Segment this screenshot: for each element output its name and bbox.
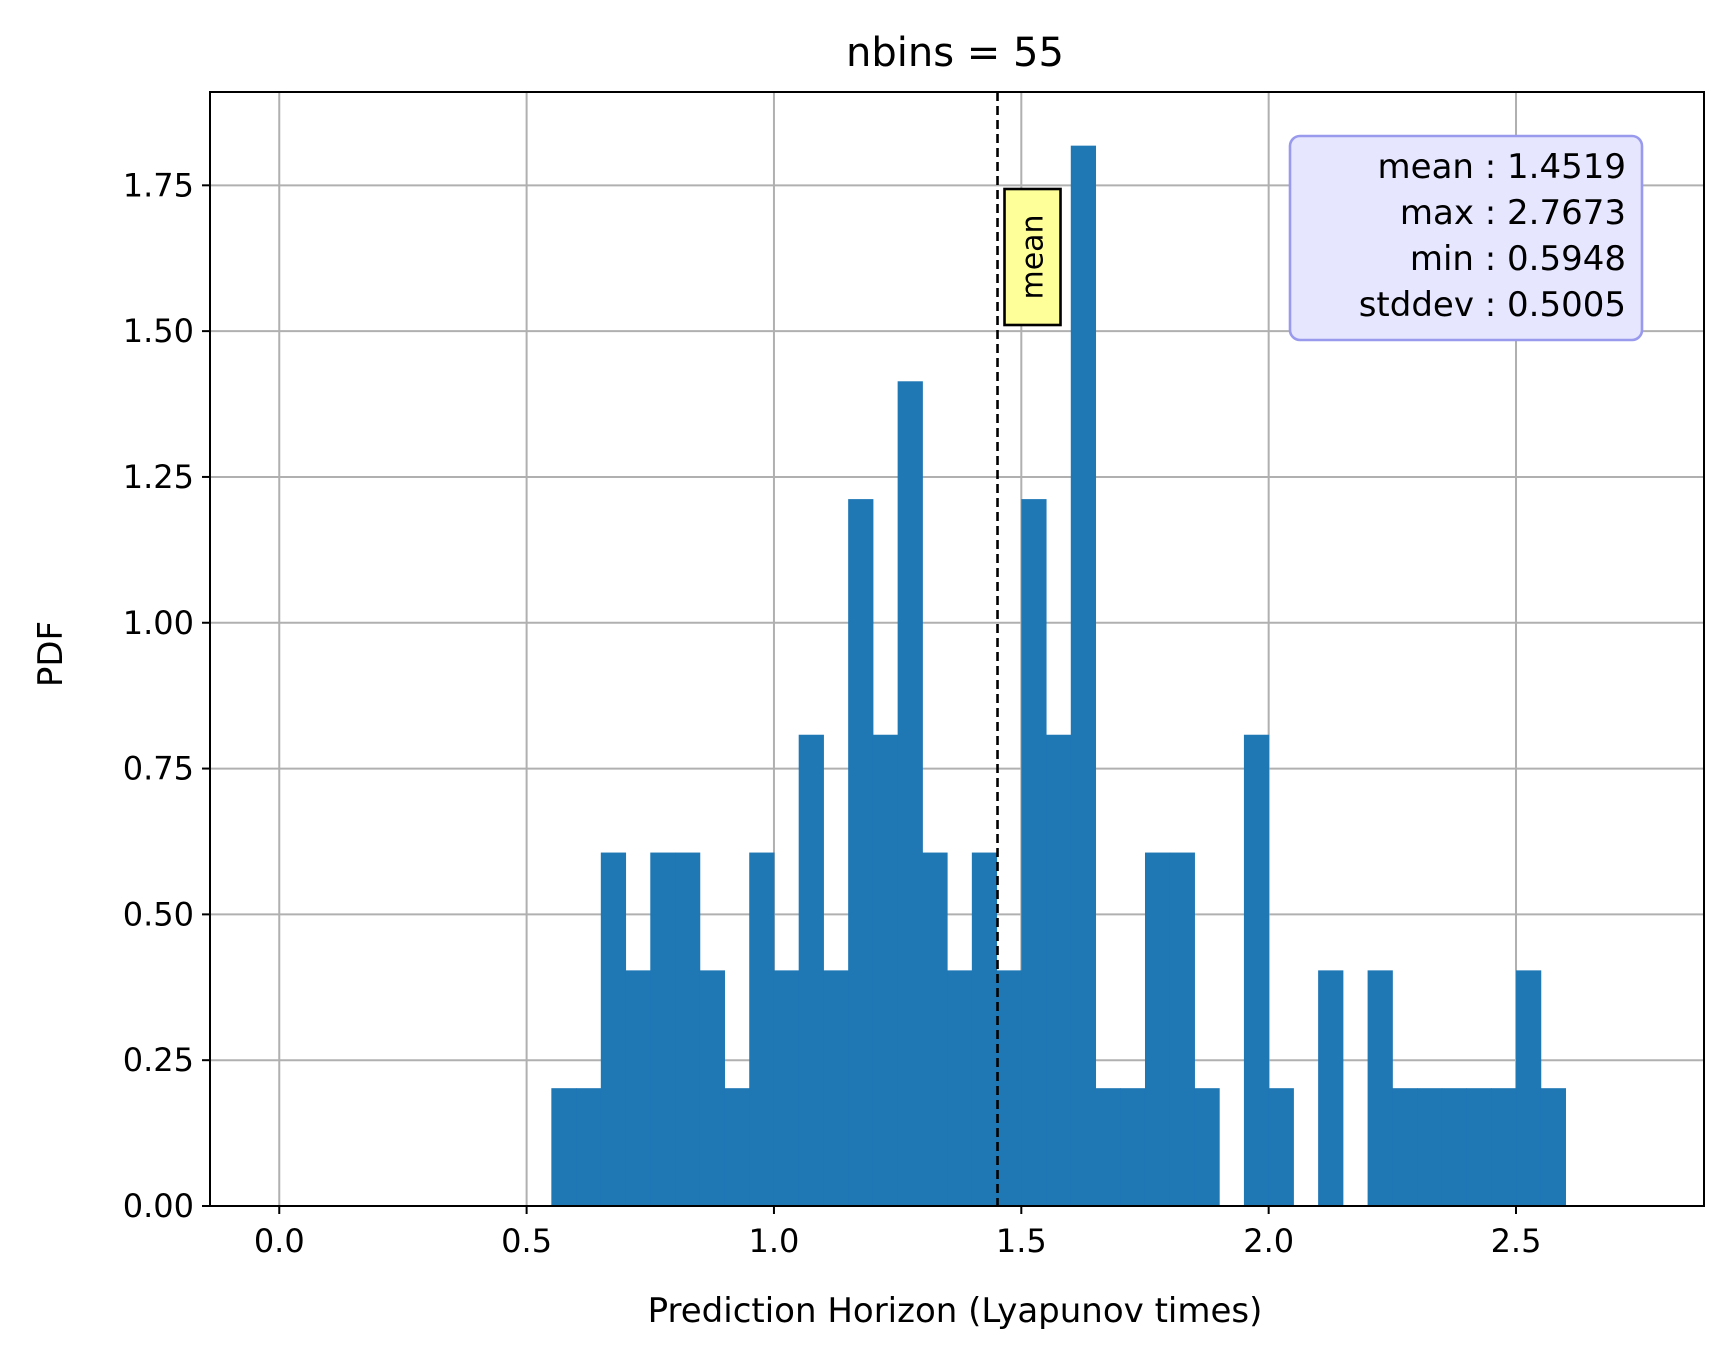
y-tick-label: 1.00 [123,604,194,642]
x-axis-ticks: 0.0 0.5 1.0 1.5 2.0 2.5 [254,1206,1542,1260]
x-tick-label: 2.5 [1491,1222,1542,1260]
x-tick-label: 0.0 [254,1222,305,1260]
histogram-bar [551,1088,577,1206]
histogram-bars [551,145,1566,1206]
histogram-bar [749,852,775,1206]
stats-box: mean : 1.4519 max : 2.7673 min : 0.5948 … [1288,134,1644,342]
histogram-bar [823,970,849,1206]
histogram-bar [996,970,1022,1206]
x-tick-label: 0.5 [501,1222,552,1260]
x-tick-label: 2.0 [1243,1222,1294,1260]
histogram-bar [1120,1088,1146,1206]
histogram-bar [1540,1088,1566,1206]
y-axis-label: PDF [31,621,71,687]
y-tick-label: 0.25 [123,1041,194,1079]
stats-box-background [1288,134,1644,342]
mean-label-box [1003,187,1062,327]
histogram-bar [971,852,998,1206]
histogram-bar [625,970,651,1206]
y-tick-label: 1.75 [123,166,194,204]
y-tick-label: 0.00 [123,1187,194,1225]
histogram-bar [675,852,701,1206]
chart-title: nbins = 55 [846,30,1064,76]
histogram-bar [1318,970,1344,1206]
histogram-bar [872,734,899,1206]
grid-lines [210,92,1704,1207]
histogram-bar [1516,970,1542,1206]
histogram-bar [1194,1088,1220,1206]
histogram-bar [848,499,874,1206]
axes-frame [209,91,1705,1207]
histogram-bar [1392,1088,1418,1206]
y-tick-label: 1.50 [123,312,194,350]
y-tick-label: 0.50 [123,895,194,933]
histogram-bar [1491,1088,1517,1206]
histogram-bar [1441,1088,1468,1206]
stats-max: max : 2.7673 [1400,193,1626,233]
histogram-bar [1070,145,1097,1206]
stats-min: min : 0.5948 [1410,239,1626,279]
x-axis-label: Prediction Horizon (Lyapunov times) [648,1291,1263,1331]
histogram-bar [1021,499,1047,1206]
histogram-bar [798,734,824,1206]
mean-label-tag: mean [1003,187,1062,327]
y-axis-ticks: 0.00 0.25 0.50 0.75 1.00 1.25 1.50 1.75 [123,166,210,1225]
histogram-bar [1417,1088,1443,1206]
histogram-bar [1046,734,1072,1206]
histogram-bar [576,1088,602,1206]
x-tick-label: 1.0 [749,1222,800,1260]
histogram-bar [724,1088,750,1206]
histogram-bar [922,852,948,1206]
x-tick-label: 1.5 [996,1222,1047,1260]
stats-mean: mean : 1.4519 [1378,147,1626,187]
histogram-bar [773,970,800,1206]
histogram-bar [897,381,923,1206]
mean-label-text: mean [1016,214,1051,299]
histogram-bar [650,852,676,1206]
histogram-bar [1243,734,1270,1206]
histogram-bar [1144,852,1171,1206]
histogram-bar [947,970,973,1206]
histogram-bar [1095,1088,1121,1206]
histogram-bar [699,970,725,1206]
stats-stddev: stddev : 0.5005 [1359,285,1626,325]
histogram-bar [1268,1088,1294,1206]
y-tick-label: 0.75 [123,750,194,788]
y-tick-label: 1.25 [123,458,194,496]
histogram-bar [1367,970,1393,1206]
histogram-bar [1169,852,1195,1206]
histogram-bar [1466,1088,1492,1206]
histogram-bar [600,852,627,1206]
